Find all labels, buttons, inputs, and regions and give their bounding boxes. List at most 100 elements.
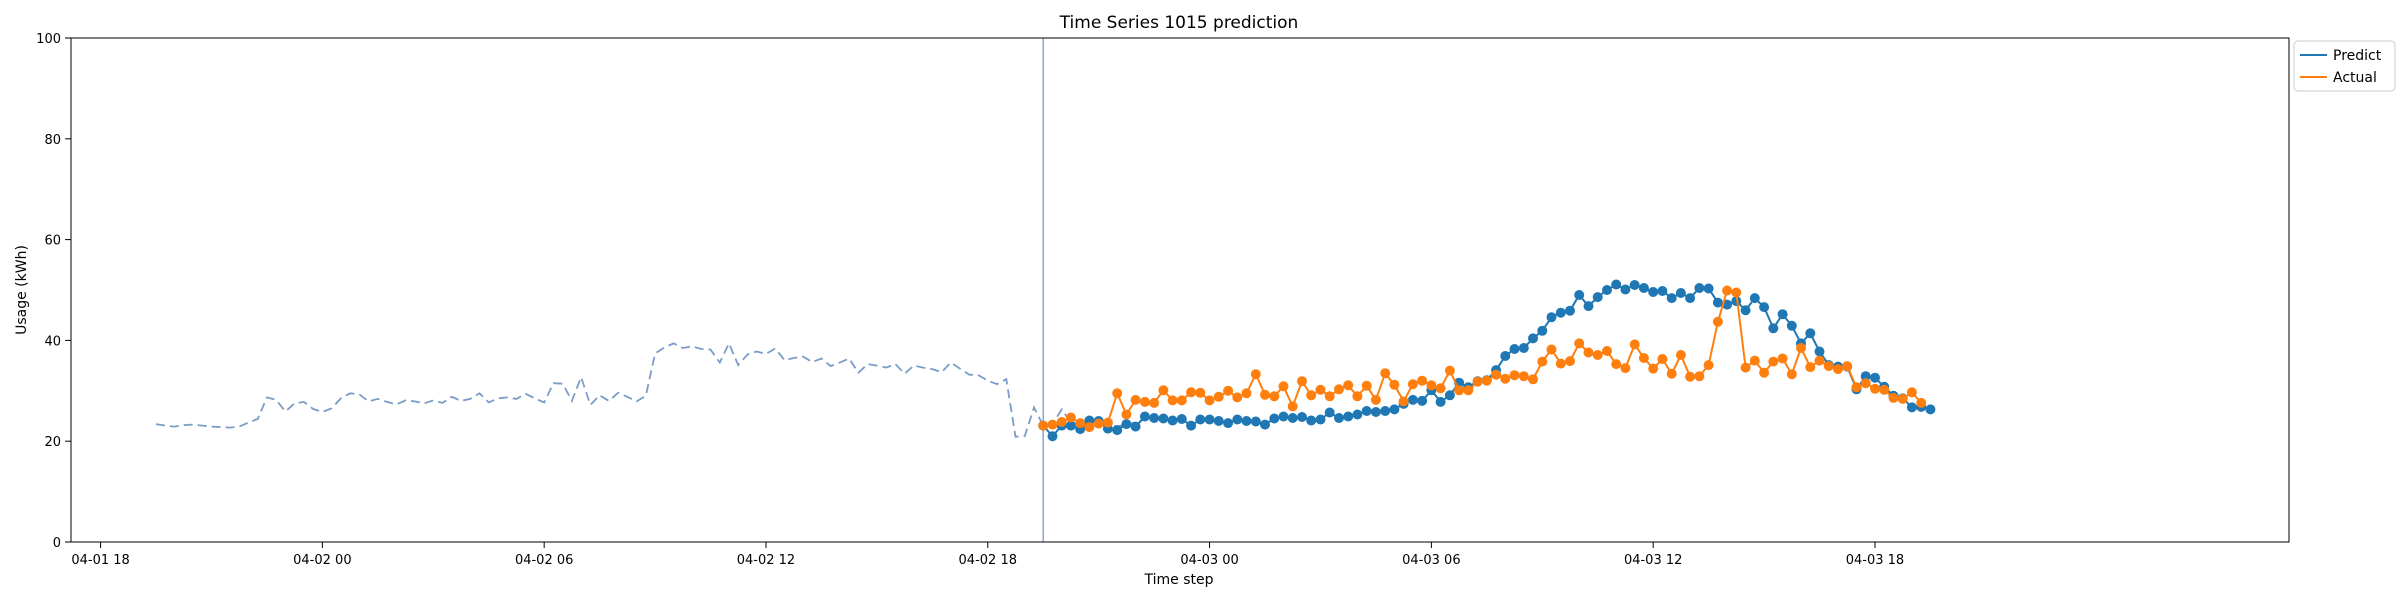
data-point-predict: [1047, 431, 1058, 442]
data-point-predict: [1324, 407, 1335, 418]
data-point-actual: [1537, 356, 1548, 367]
data-point-predict: [1703, 283, 1714, 294]
data-point-predict: [1768, 323, 1779, 334]
data-point-predict: [1343, 411, 1354, 422]
data-point-predict: [1306, 415, 1317, 426]
data-point-actual: [1777, 353, 1788, 364]
data-point-actual: [1444, 365, 1455, 376]
data-point-actual: [1435, 383, 1446, 394]
data-point-actual: [1565, 356, 1575, 367]
data-point-actual: [1491, 369, 1502, 380]
x-tick-label: 04-02 00: [293, 553, 351, 568]
data-point-predict: [1657, 286, 1668, 296]
data-point-actual: [1167, 395, 1178, 406]
data-point-actual: [1047, 419, 1058, 430]
data-point-actual: [1814, 355, 1825, 366]
data-point-predict: [1112, 425, 1123, 436]
x-tick-label: 04-03 12: [1624, 553, 1682, 568]
data-point-actual: [1130, 394, 1141, 405]
data-point-predict: [1260, 419, 1270, 430]
data-point-actual: [1481, 375, 1492, 386]
data-point-predict: [1906, 402, 1917, 413]
data-point-predict: [1149, 413, 1160, 423]
data-point-actual: [1232, 392, 1243, 403]
data-point-actual: [1879, 384, 1890, 395]
data-point-actual: [1149, 397, 1160, 408]
data-point-predict: [1186, 420, 1197, 431]
data-point-actual: [1500, 373, 1511, 384]
data-point-predict: [1648, 287, 1659, 297]
data-point-actual: [1398, 396, 1409, 407]
data-point-predict: [1925, 404, 1936, 415]
data-point-predict: [1786, 320, 1797, 331]
data-point-actual: [1518, 371, 1529, 382]
data-point-actual: [1343, 380, 1354, 391]
y-axis: 0 20 40 60 80 100: [36, 32, 71, 551]
data-point-predict: [1500, 351, 1511, 361]
data-point-actual: [1084, 422, 1095, 433]
data-point-predict: [1195, 414, 1206, 425]
data-point-actual: [1361, 380, 1372, 391]
data-point-predict: [1417, 395, 1428, 406]
data-point-actual: [1629, 339, 1640, 350]
data-point-actual: [1315, 384, 1326, 395]
x-tick-label: 04-03 00: [1180, 553, 1238, 568]
data-point-actual: [1038, 420, 1049, 431]
data-point-actual: [1121, 409, 1132, 420]
data-point-actual: [1352, 391, 1363, 402]
data-point-predict: [1537, 325, 1548, 336]
data-point-actual: [1638, 353, 1649, 363]
legend-label-predict: Predict: [2333, 48, 2382, 64]
data-point-predict: [1380, 406, 1391, 416]
data-point-actual: [1093, 418, 1104, 429]
chart-title: Time Series 1015 prediction: [1059, 13, 1299, 33]
data-point-actual: [1213, 391, 1224, 402]
data-point-predict: [1666, 293, 1677, 304]
data-point-predict: [1555, 307, 1566, 318]
data-point-predict: [1731, 296, 1742, 307]
history-series-line: [155, 341, 1136, 438]
data-point-actual: [1204, 395, 1215, 406]
legend-label-actual: Actual: [2333, 70, 2377, 86]
data-point-actual: [1722, 285, 1733, 296]
data-point-actual: [1712, 316, 1723, 327]
data-point-predict: [1065, 420, 1076, 431]
data-point-actual: [1685, 371, 1696, 382]
data-point-actual: [1297, 376, 1307, 387]
data-point-predict: [1297, 412, 1307, 422]
plot-area: [155, 38, 1936, 542]
data-point-actual: [1269, 391, 1280, 402]
data-point-actual: [1380, 368, 1391, 379]
data-point-actual: [1703, 360, 1714, 371]
data-point-predict: [1444, 390, 1455, 401]
data-point-predict: [1287, 413, 1298, 423]
data-point-actual: [1260, 389, 1270, 400]
data-point-predict: [1675, 288, 1686, 298]
data-point-predict: [1167, 415, 1178, 426]
data-point-predict: [1176, 414, 1187, 424]
data-point-predict: [1139, 411, 1150, 422]
data-point-actual: [1223, 385, 1234, 396]
data-point-actual: [1250, 369, 1261, 380]
y-tick-label: 40: [44, 334, 61, 349]
data-point-actual: [1694, 371, 1705, 382]
y-tick-label: 60: [44, 234, 61, 249]
data-point-actual: [1675, 350, 1686, 360]
data-point-predict: [1130, 421, 1141, 432]
data-point-actual: [1805, 362, 1816, 373]
x-tick-label: 04-02 18: [959, 553, 1017, 568]
data-point-predict: [1870, 372, 1880, 383]
data-point-predict: [1583, 301, 1594, 312]
x-tick-label: 04-02 12: [737, 553, 795, 568]
data-point-predict: [1389, 404, 1400, 415]
data-point-predict: [1620, 284, 1631, 295]
data-point-actual: [1888, 392, 1899, 403]
data-point-actual: [1287, 401, 1298, 412]
data-point-actual: [1592, 350, 1603, 360]
data-point-actual: [1306, 390, 1317, 401]
data-point-actual: [1370, 394, 1381, 405]
data-point-actual: [1786, 369, 1797, 380]
data-point-actual: [1176, 395, 1187, 406]
data-point-actual: [1611, 359, 1622, 370]
